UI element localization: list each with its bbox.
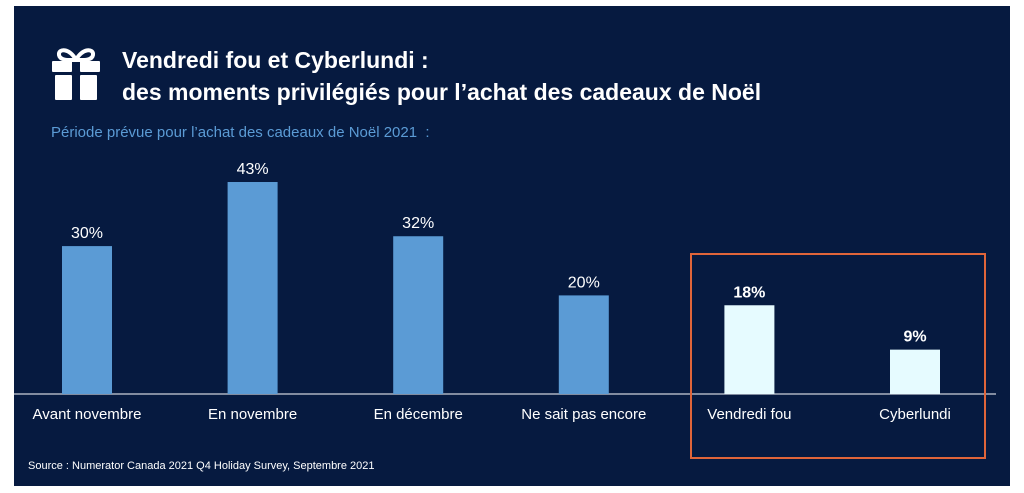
bar-2 <box>393 236 444 394</box>
bar-3 <box>558 295 609 394</box>
bar-1 <box>227 182 278 394</box>
category-label-3: Ne sait pas encore <box>521 406 646 423</box>
value-label-0: 30% <box>71 225 103 242</box>
category-label-0: Avant novembre <box>33 406 142 423</box>
chart-title: Vendredi fou et Cyberlundi : des moments… <box>122 44 761 108</box>
highlight-box <box>690 253 986 459</box>
source-note: Source : Numerator Canada 2021 Q4 Holida… <box>28 460 375 472</box>
value-label-4: 18% <box>733 284 765 301</box>
value-label-3: 20% <box>568 274 600 291</box>
chart-subtitle: Période prévue pour l’achat des cadeaux … <box>51 124 430 141</box>
chart-title-line1: Vendredi fou et Cyberlundi : <box>122 47 429 73</box>
value-label-2: 32% <box>402 215 434 232</box>
chart-panel: Vendredi fou et Cyberlundi : des moments… <box>14 6 1010 486</box>
chart-title-line2: des moments privilégiés pour l’achat des… <box>122 79 762 105</box>
category-label-2: En décembre <box>374 406 463 423</box>
bar-4 <box>724 305 775 394</box>
category-label-1: En novembre <box>208 406 297 423</box>
category-label-4: Vendredi fou <box>707 406 791 423</box>
bar-0 <box>62 246 112 394</box>
gift-icon <box>52 48 100 100</box>
value-label-1: 43% <box>237 161 269 178</box>
bar-chart: 30% Avant novembre 43% En novembre 32% En déc… <box>14 161 996 423</box>
value-label-5: 9% <box>903 329 926 346</box>
bar-5 <box>890 349 940 394</box>
category-label-5: Cyberlundi <box>879 406 951 423</box>
